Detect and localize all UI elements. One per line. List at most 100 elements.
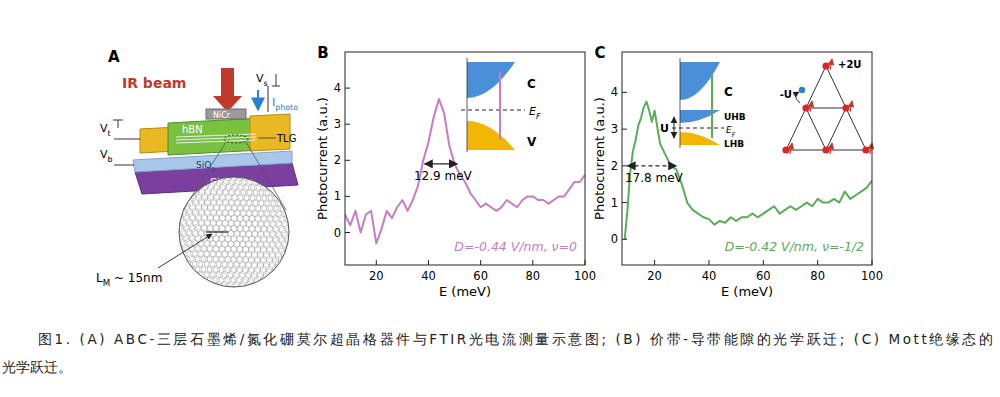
x-tick <box>708 260 709 265</box>
moire-outline <box>179 177 289 287</box>
width-label: 17.8 meV <box>625 171 684 185</box>
y-tick-label: 2 <box>611 159 618 173</box>
conduction-band <box>680 62 720 100</box>
hbn-layer <box>168 118 262 155</box>
hbn-label: hBN <box>182 124 203 135</box>
y-tick-label: 4 <box>611 85 618 99</box>
spin <box>830 143 832 154</box>
x-tick-label: 100 <box>861 269 883 283</box>
vs-label: Vs <box>256 72 268 88</box>
y-tick <box>622 165 627 166</box>
vt-wire <box>114 139 140 140</box>
spin <box>810 101 812 112</box>
x-tick <box>872 260 873 265</box>
tlg-sheet <box>176 137 256 140</box>
text-subscript: photo <box>275 103 298 112</box>
inset-label: C <box>724 85 733 99</box>
lattice-bond <box>786 66 866 150</box>
x-tick-label: 80 <box>810 269 825 283</box>
lower-hubbard-band <box>680 132 720 145</box>
valence-band <box>467 121 515 150</box>
inset-label: C <box>527 77 536 91</box>
y-tick-label: 0 <box>334 226 341 240</box>
panel-label: C <box>594 44 605 62</box>
ground <box>272 86 280 87</box>
x-tick-label: 40 <box>702 269 717 283</box>
band-inset: CEFV <box>461 58 541 152</box>
text-subscript: 2 <box>211 166 215 174</box>
electron-site <box>782 146 789 153</box>
x-tick-label: 20 <box>369 269 384 283</box>
electron-site <box>862 146 869 153</box>
width-arrow <box>627 165 676 166</box>
excited-electron <box>799 87 805 93</box>
x-tick <box>585 260 586 265</box>
x-tick <box>428 260 429 265</box>
y-tick <box>622 92 627 93</box>
x-tick <box>532 260 533 265</box>
text-subscript: t <box>108 129 111 138</box>
caption-line: 光学跃迁。 <box>2 359 72 375</box>
x-tick <box>480 260 481 265</box>
plot-area <box>625 102 872 240</box>
hop-arrow <box>796 92 800 103</box>
lattice-bond <box>806 108 846 150</box>
width-arrow <box>425 163 458 164</box>
vs-wire <box>268 86 269 112</box>
x-tick <box>817 260 818 265</box>
transition <box>711 74 713 138</box>
text-tail: ~ 15nm <box>110 271 162 285</box>
plot-area <box>345 99 585 243</box>
text-subscript: M <box>103 278 110 288</box>
x-tick-label: 100 <box>574 269 596 283</box>
y-axis-label: Photocurrent (a.u.) <box>592 97 607 220</box>
condition-label: D=-0.44 V/nm, ν=0 <box>454 239 577 254</box>
tlg-leader <box>258 138 276 139</box>
moire-pointer <box>158 234 212 268</box>
inset-label: EF <box>529 105 541 121</box>
vb-label: Vb <box>100 148 113 164</box>
x-tick-label: 60 <box>756 269 771 283</box>
ground <box>118 120 119 128</box>
caption-line: 图1. (A) ABC-三层石墨烯/氮化硼莫尔超晶格器件与FTIR光电流测量示意… <box>38 331 993 347</box>
y-tick-label: 1 <box>334 189 341 203</box>
spin <box>830 59 832 70</box>
ir-arrow-shaft <box>221 68 234 98</box>
text-subscript: F <box>536 112 541 121</box>
x-tick-label: 40 <box>421 269 436 283</box>
text-main: E <box>529 105 536 118</box>
vt-label: Vt <box>100 122 111 138</box>
y-tick <box>345 124 350 125</box>
y-tick <box>345 88 350 89</box>
iphoto-label: Iphoto <box>272 96 298 112</box>
moire-label: LM ~ 15nm <box>96 271 162 288</box>
y-tick-label: 2 <box>334 153 341 167</box>
x-tick <box>376 260 377 265</box>
moire-period <box>206 231 228 232</box>
x-tick <box>763 260 764 265</box>
lattice-label: +2U <box>838 59 861 70</box>
y-tick <box>622 202 627 203</box>
x-axis-label: E (meV) <box>721 284 773 299</box>
caption: 图1. (A) ABC-三层石墨烯/氮化硼莫尔超晶格器件与FTIR光电流测量示意… <box>2 331 993 375</box>
ir-beam-label: IR beam <box>122 75 186 91</box>
x-tick <box>654 260 655 265</box>
photocurrent-curve <box>345 99 585 243</box>
y-tick-label: 3 <box>334 117 341 131</box>
fermi-level <box>461 110 525 111</box>
y-axis-label: Photocurrent (a.u.) <box>315 97 330 220</box>
y-tick <box>345 232 350 233</box>
vb-wire <box>114 165 134 166</box>
electron-site <box>822 62 829 69</box>
x-tick-label: 60 <box>473 269 488 283</box>
inset-label: U <box>660 122 669 135</box>
band-axis <box>680 58 681 148</box>
conduction-band <box>467 62 515 98</box>
moire-lattice <box>170 169 298 297</box>
photocurrent-curve <box>625 102 872 240</box>
width-label: 12.9 meV <box>414 169 473 183</box>
electron-site <box>822 146 829 153</box>
condition-label: D=-0.42 V/nm, ν=-1/2 <box>725 239 864 254</box>
x-tick-label: 20 <box>647 269 662 283</box>
electron-site <box>802 104 809 111</box>
